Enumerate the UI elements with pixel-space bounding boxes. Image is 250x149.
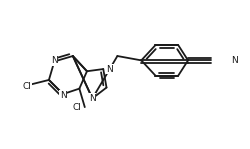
Text: N: N xyxy=(51,56,58,65)
Text: N: N xyxy=(232,56,238,65)
Text: Cl: Cl xyxy=(73,103,82,112)
Text: N: N xyxy=(89,94,96,103)
Text: N: N xyxy=(60,91,66,100)
Text: Cl: Cl xyxy=(23,82,32,91)
Text: N: N xyxy=(106,65,113,74)
